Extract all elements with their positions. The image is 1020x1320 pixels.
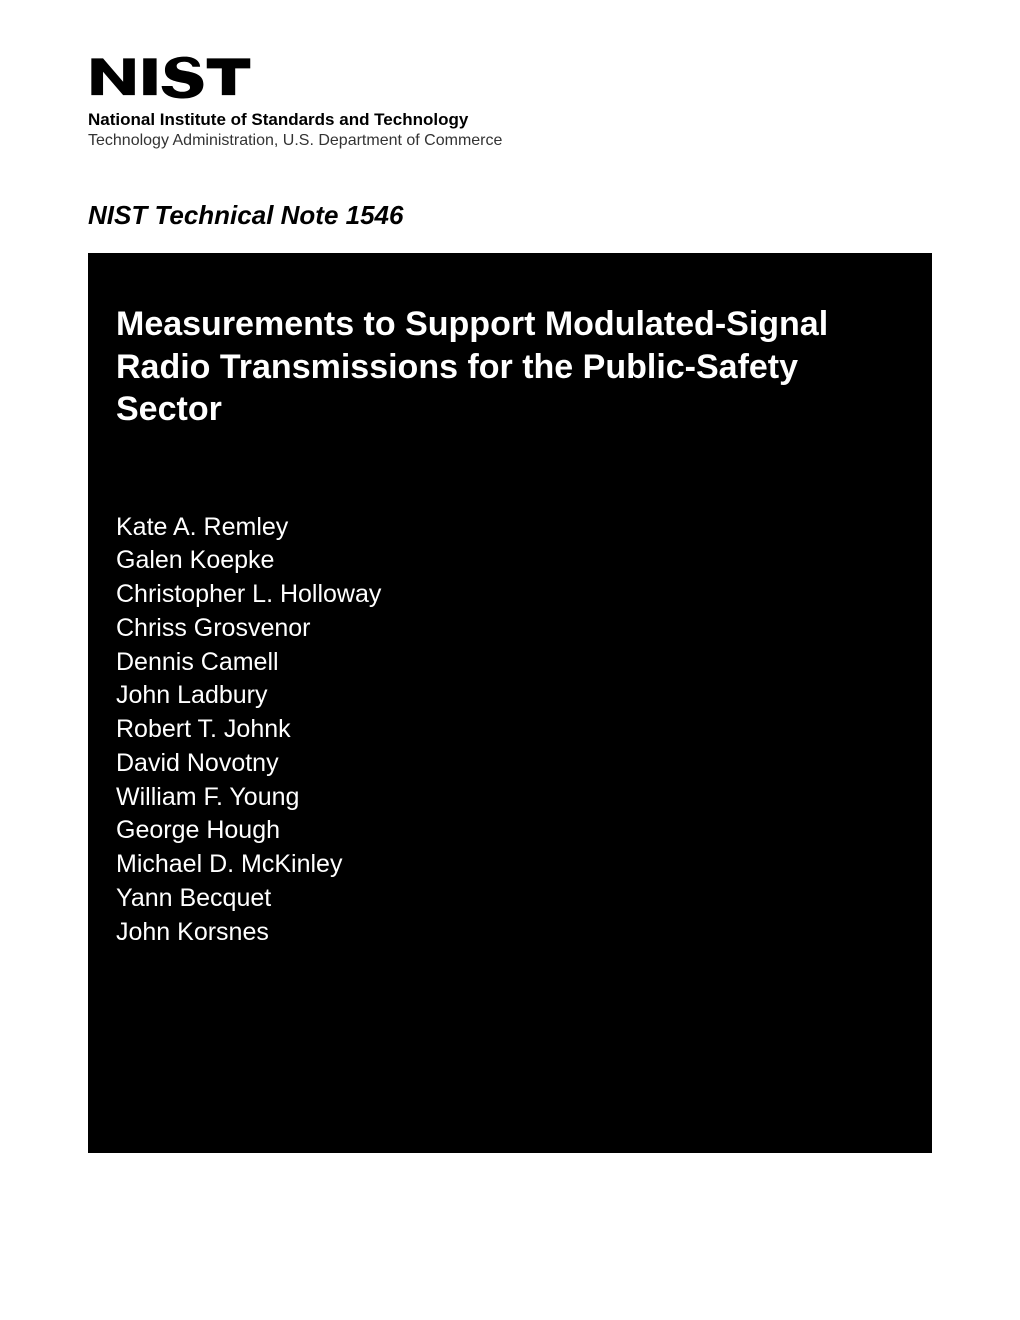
author-name: Yann Becquet (116, 882, 904, 916)
author-name: William F. Young (116, 781, 904, 815)
nist-logo-icon (88, 55, 305, 101)
technical-note-label: NIST Technical Note 1546 (88, 200, 932, 231)
institute-name: National Institute of Standards and Tech… (88, 110, 932, 130)
document-title: Measurements to Support Modulated-Signal… (116, 303, 904, 431)
author-list: Kate A. Remley Galen Koepke Christopher … (116, 511, 904, 950)
author-name: David Novotny (116, 747, 904, 781)
author-name: John Korsnes (116, 916, 904, 950)
author-name: Robert T. Johnk (116, 713, 904, 747)
author-name: George Hough (116, 814, 904, 848)
author-name: Kate A. Remley (116, 511, 904, 545)
author-name: Michael D. McKinley (116, 848, 904, 882)
author-name: Chriss Grosvenor (116, 612, 904, 646)
author-name: Dennis Camell (116, 646, 904, 680)
page-container: National Institute of Standards and Tech… (0, 0, 1020, 1153)
author-name: Galen Koepke (116, 544, 904, 578)
administration-line: Technology Administration, U.S. Departme… (88, 132, 932, 150)
author-name: John Ladbury (116, 679, 904, 713)
author-name: Christopher L. Holloway (116, 578, 904, 612)
nist-logo-block: National Institute of Standards and Tech… (88, 55, 932, 150)
title-panel: Measurements to Support Modulated-Signal… (88, 253, 932, 1153)
